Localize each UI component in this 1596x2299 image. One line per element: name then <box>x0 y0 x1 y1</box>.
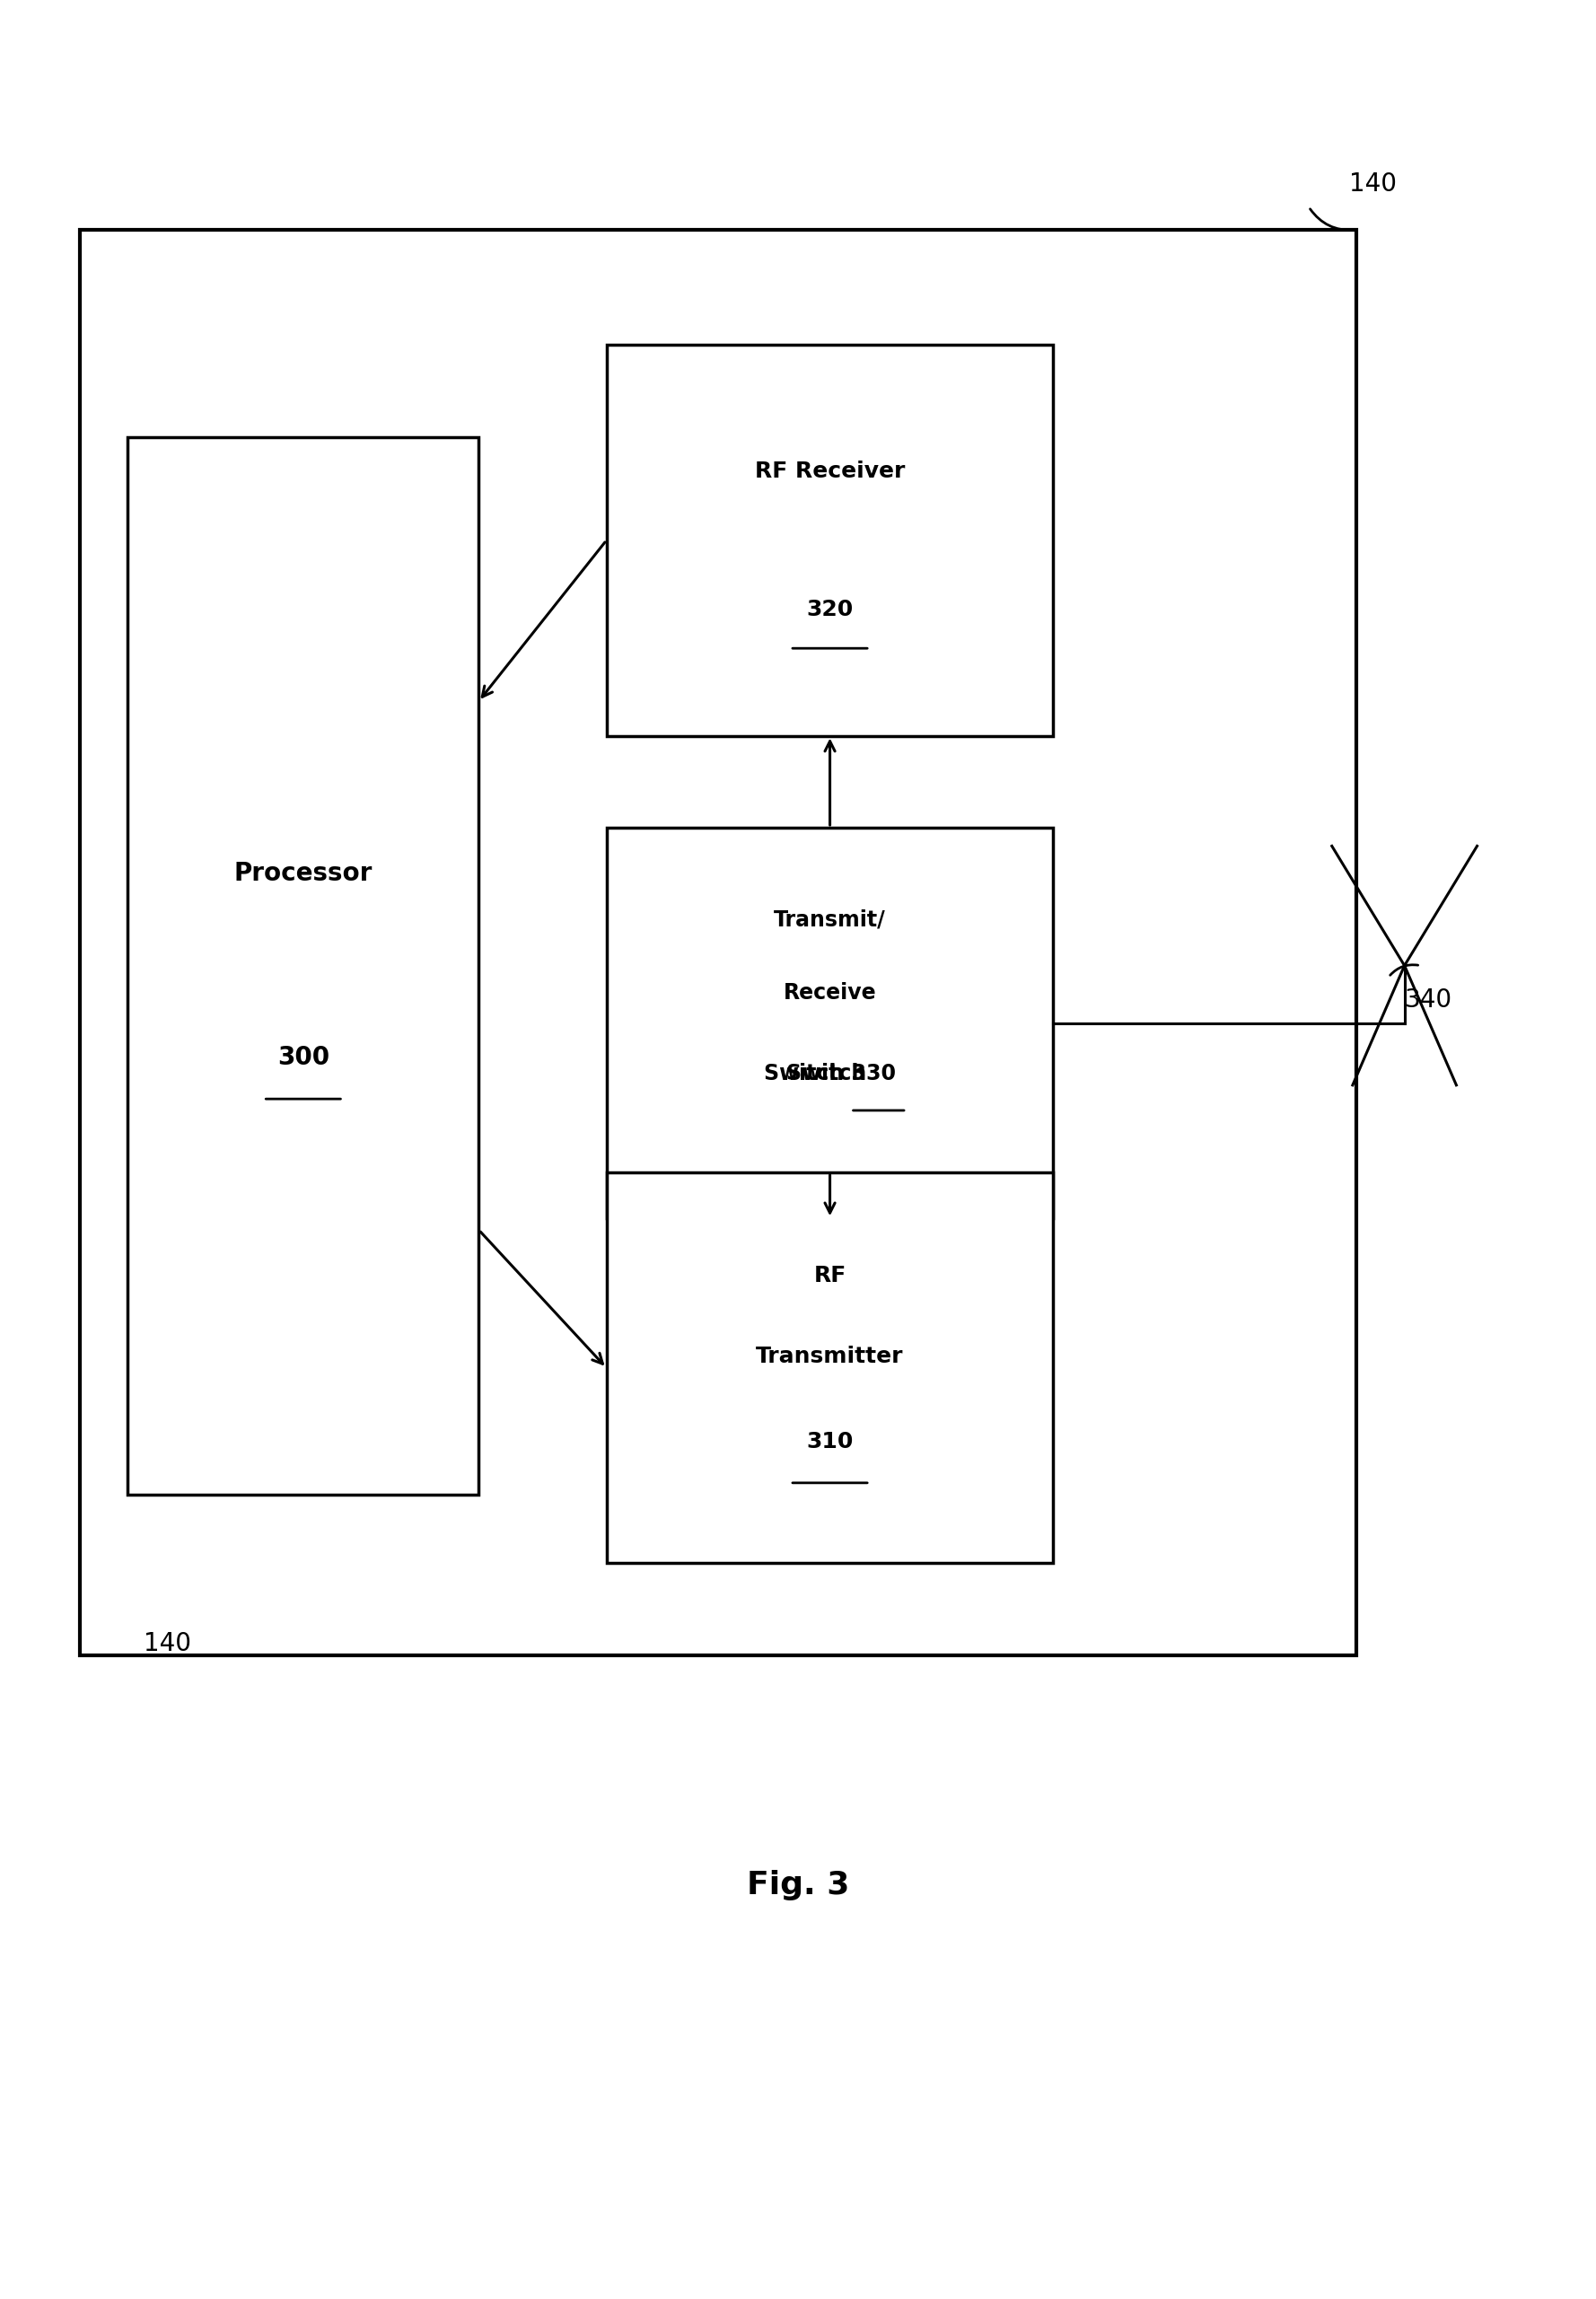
Text: 300: 300 <box>278 1046 329 1069</box>
FancyBboxPatch shape <box>606 828 1053 1218</box>
FancyBboxPatch shape <box>80 230 1357 1655</box>
Text: Transmit/: Transmit/ <box>774 908 886 931</box>
Text: 140: 140 <box>1349 172 1396 195</box>
Text: RF Receiver: RF Receiver <box>755 460 905 483</box>
Text: 320: 320 <box>806 598 854 621</box>
Text: Switch: Switch <box>787 1062 873 1085</box>
Text: 310: 310 <box>806 1430 854 1453</box>
Text: Transmitter: Transmitter <box>757 1345 903 1368</box>
Text: Switch 330: Switch 330 <box>764 1062 895 1085</box>
Text: Receive: Receive <box>784 982 876 1005</box>
Text: Fig. 3: Fig. 3 <box>747 1869 849 1901</box>
Text: RF: RF <box>814 1264 846 1287</box>
FancyBboxPatch shape <box>606 345 1053 736</box>
Text: Processor: Processor <box>235 862 372 885</box>
Text: 340: 340 <box>1404 989 1452 1012</box>
FancyBboxPatch shape <box>606 1172 1053 1563</box>
FancyBboxPatch shape <box>128 437 479 1494</box>
Text: 140: 140 <box>144 1632 192 1655</box>
